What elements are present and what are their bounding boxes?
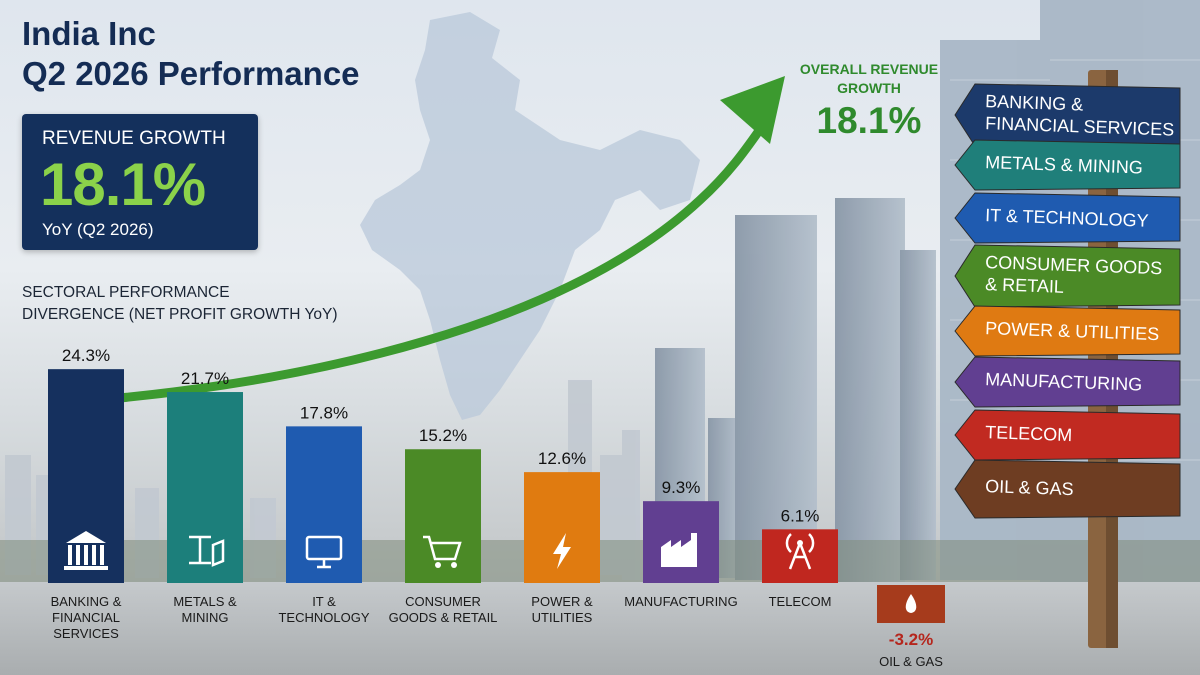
bar: [524, 472, 600, 583]
bar-value-label: 24.3%: [62, 346, 110, 365]
overall-value: 18.1%: [816, 100, 922, 141]
category-label: POWER &: [531, 594, 593, 609]
sign-board: [954, 192, 1181, 244]
signpost-sign: IT & TECHNOLOGY: [954, 192, 1181, 244]
bar-group: 9.3% MANUFACTURING: [624, 478, 737, 609]
sign-label: TELECOM: [985, 422, 1073, 445]
bar: [167, 392, 243, 583]
title-line-2: Q2 2026 Performance: [22, 55, 360, 92]
sign-board: [954, 305, 1181, 357]
revenue-growth-card: REVENUE GROWTH 18.1% YoY (Q2 2026): [22, 114, 258, 250]
sector-heading-line-2: DIVERGENCE (NET PROFIT GROWTH YoY): [22, 304, 342, 326]
sign-board: [954, 139, 1181, 191]
signpost-sign: MANUFACTURING: [954, 356, 1181, 408]
page-title: India Inc Q2 2026 Performance: [22, 14, 360, 94]
category-label: TECHNOLOGY: [278, 610, 369, 625]
category-label: OIL & GAS: [879, 654, 943, 669]
growth-arrow: [115, 113, 773, 403]
bar-value-label: 15.2%: [419, 426, 467, 445]
bar: [405, 449, 481, 583]
bar-group: 17.8% IT &TECHNOLOGY: [278, 403, 369, 625]
sector-heading-note: (NET PROFIT GROWTH YoY): [124, 306, 338, 323]
bar-group: 21.7% METALS &MINING: [167, 369, 243, 625]
sign-label: OIL & GAS: [985, 476, 1074, 499]
category-label: TELECOM: [769, 594, 832, 609]
category-label: FINANCIAL: [52, 610, 120, 625]
signpost-sign: BANKING &FINANCIAL SERVICES: [954, 83, 1181, 147]
category-label: GOODS & RETAIL: [389, 610, 498, 625]
factory-icon: [661, 533, 697, 567]
sector-heading: SECTORAL PERFORMANCE DIVERGENCE (NET PRO…: [22, 282, 342, 326]
category-label: MANUFACTURING: [624, 594, 737, 609]
sector-heading-bold: DIVERGENCE: [22, 306, 125, 323]
bank-icon: [64, 531, 108, 570]
signpost-sign: TELECOM: [954, 409, 1181, 461]
category-label: METALS &: [173, 594, 237, 609]
india-map-silhouette: [360, 12, 700, 420]
bar-value-label: 6.1%: [781, 506, 820, 525]
overall-revenue-callout: OVERALL REVENUE GROWTH 18.1%: [794, 60, 944, 144]
sign-board: [954, 83, 1181, 147]
category-label: IT &: [312, 594, 336, 609]
growth-arrowhead: [720, 76, 785, 144]
category-label: SERVICES: [53, 626, 119, 641]
revenue-growth-label: REVENUE GROWTH: [42, 128, 226, 149]
overall-label-line-2: GROWTH: [837, 80, 901, 96]
sign-board: [954, 356, 1181, 408]
sign-board: [954, 459, 1181, 519]
signpost-sign: METALS & MINING: [954, 139, 1181, 191]
category-label: UTILITIES: [532, 610, 593, 625]
bar-value-label: -3.2%: [889, 630, 933, 649]
sector-heading-line-1: SECTORAL PERFORMANCE: [22, 284, 230, 301]
bar-value-label: 9.3%: [662, 478, 701, 497]
bar-group: -3.2% OIL & GAS: [877, 585, 945, 669]
category-label: BANKING &: [51, 594, 122, 609]
sign-board: [954, 244, 1181, 308]
steel-beam-icon: [189, 535, 225, 567]
signpost-sign: OIL & GAS: [954, 459, 1181, 519]
shopping-cart-icon: [423, 535, 462, 568]
bar-value-label: 12.6%: [538, 449, 586, 468]
revenue-growth-value: 18.1%: [40, 151, 206, 218]
bar-value-label: 17.8%: [300, 403, 348, 422]
signal-tower-icon: [785, 533, 815, 570]
signpost-sign: POWER & UTILITIES: [954, 305, 1181, 357]
signpost-sign: CONSUMER GOODS& RETAIL: [954, 244, 1181, 308]
sign-label: BANKING &: [985, 91, 1084, 114]
monitor-icon: [305, 535, 343, 569]
category-label: MINING: [182, 610, 229, 625]
bar-value-label: 21.7%: [181, 369, 229, 388]
sign-board: [954, 409, 1181, 461]
bar-group: 12.6% POWER &UTILITIES: [524, 449, 600, 625]
bar: [286, 426, 362, 583]
lightning-icon: [553, 533, 571, 569]
category-label: CONSUMER: [405, 594, 481, 609]
revenue-growth-period: YoY (Q2 2026): [42, 220, 154, 239]
sign-label: & RETAIL: [985, 274, 1064, 297]
overall-label-line-1: OVERALL REVENUE: [799, 61, 939, 77]
title-line-1: India Inc: [22, 15, 156, 52]
oil-drop-icon: [905, 594, 917, 613]
bar-group: 6.1% TELECOM: [762, 506, 838, 609]
